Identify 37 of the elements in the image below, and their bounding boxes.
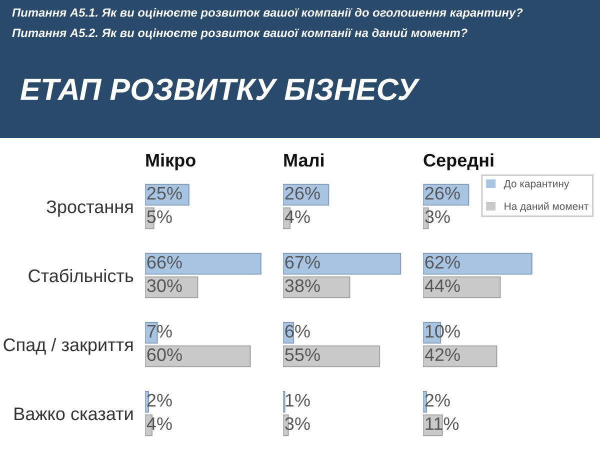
data-label: 26% bbox=[285, 186, 320, 200]
chart-subtitle: Питання А5.1. Як ви оцінюєте розвиток вашої компанії до оголошення карантину? Питання А5.2. Як ви оцінюєте розвиток вашої компанії на даний момент? bbox=[12, 8, 523, 40]
x-axis-title: Мікро bbox=[146, 153, 196, 170]
data-label: 62% bbox=[425, 256, 460, 269]
legend-label: На даний момент bbox=[504, 202, 588, 212]
data-label: 42% bbox=[424, 348, 460, 362]
bar bbox=[283, 345, 380, 368]
x-axis-title: Середні bbox=[424, 153, 494, 170]
data-label: 38% bbox=[285, 279, 320, 292]
data-label: 3% bbox=[425, 210, 450, 224]
data-label: 30% bbox=[147, 279, 182, 292]
data-label: 3% bbox=[285, 417, 310, 430]
data-label: 66% bbox=[147, 256, 182, 269]
y-tick-label: Стабільність bbox=[28, 268, 134, 282]
bar bbox=[283, 252, 402, 275]
bar bbox=[145, 345, 251, 368]
data-label: 5% bbox=[147, 210, 172, 224]
chart-title: ЕТАП РОЗВИТКУ БІЗНЕСУ bbox=[20, 78, 420, 100]
legend-label: До карантину bbox=[504, 180, 570, 190]
data-label: 11% bbox=[426, 417, 459, 430]
data-label: 4% bbox=[146, 417, 172, 430]
data-label: 25% bbox=[147, 186, 182, 200]
y-tick-label: Важко сказати bbox=[14, 408, 133, 420]
data-label: 26% bbox=[425, 186, 460, 200]
x-axis-title: Малі bbox=[284, 153, 324, 167]
y-tick-label: Зростання bbox=[46, 200, 133, 217]
data-label: 44% bbox=[424, 279, 460, 292]
bar bbox=[423, 345, 498, 368]
data-label: 67% bbox=[285, 256, 320, 269]
bar bbox=[423, 276, 501, 298]
data-label: 55% bbox=[285, 348, 320, 362]
data-label: 1% bbox=[286, 394, 310, 407]
y-tick-label: Спад / закриття bbox=[4, 338, 133, 355]
data-label: 4% bbox=[284, 210, 310, 224]
bar bbox=[423, 252, 532, 275]
bar bbox=[145, 252, 262, 275]
data-label: 60% bbox=[147, 348, 182, 362]
